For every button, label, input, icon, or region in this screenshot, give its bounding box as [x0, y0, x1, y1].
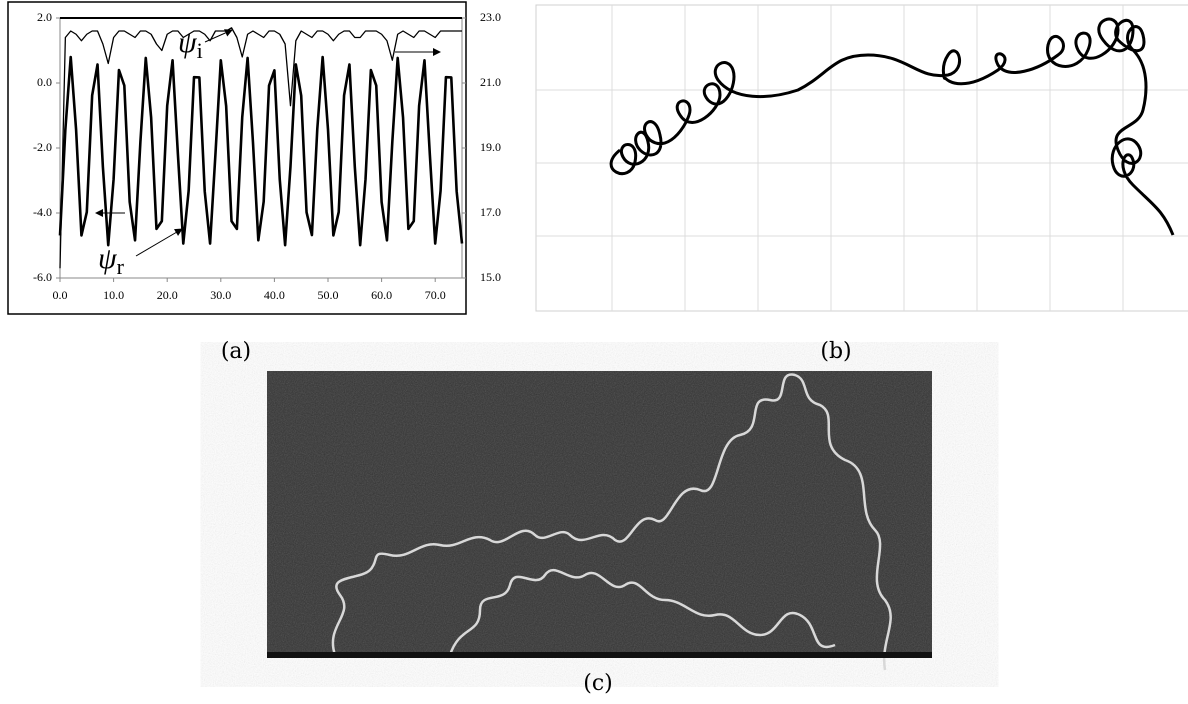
y-tick-label: -6.0: [33, 270, 52, 284]
panel-c: [267, 371, 932, 671]
series-line: [59, 27, 462, 269]
plot-area: [59, 17, 463, 279]
photo-noise: [267, 371, 932, 658]
arrow: [135, 228, 183, 257]
caption: (b): [820, 339, 851, 364]
annotation-symbol: ψ: [98, 242, 118, 275]
x-tick-label: 30.0: [210, 288, 231, 302]
x-tick-label: 0.0: [53, 288, 68, 302]
x-tick-label: 50.0: [318, 288, 339, 302]
series-line: [58, 55, 464, 247]
y-tick-label: -2.0: [33, 140, 52, 154]
chart-a: -6.0 -4.0 -2.0 0.0 2.0 15.0 17.0 19.0 21.0 23.0 0.…: [33, 10, 501, 302]
annotation-symbol: ψ: [178, 26, 198, 59]
annotation-subscript: i: [197, 38, 203, 63]
x-tick-label: 40.0: [264, 288, 285, 302]
annotation: ψi: [178, 26, 203, 63]
trajectory: [609, 17, 1175, 236]
photo-border: [267, 652, 932, 658]
annotation: ψr: [98, 242, 125, 279]
y2-tick-label: 19.0: [480, 140, 501, 154]
y-tick-label: 2.0: [37, 10, 52, 24]
x-tick-label: 60.0: [371, 288, 392, 302]
x-tick-label: 20.0: [157, 288, 178, 302]
y2-tick-label: 15.0: [480, 270, 501, 284]
y-tick-label: -4.0: [33, 205, 52, 219]
x-tick-label: 10.0: [103, 288, 124, 302]
filament: [331, 373, 892, 671]
y-tick-label: 0.0: [37, 75, 52, 89]
arrow: [204, 29, 233, 43]
x-tick-label: 70.0: [425, 288, 446, 302]
y2-tick-label: 17.0: [480, 205, 501, 219]
caption: (a): [221, 339, 251, 364]
y2-tick-label: 21.0: [480, 75, 501, 89]
caption: (c): [583, 671, 613, 696]
panel-b-frame: [535, 4, 1188, 312]
panel-b: [535, 4, 1188, 312]
y2-tick-label: 23.0: [480, 10, 501, 24]
annotation-subscript: r: [117, 254, 125, 279]
